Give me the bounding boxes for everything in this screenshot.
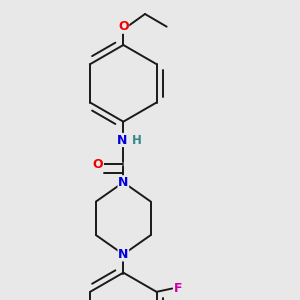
Text: H: H [132, 134, 142, 146]
Text: O: O [118, 20, 129, 33]
Text: N: N [118, 248, 128, 261]
Text: N: N [118, 176, 128, 189]
Text: F: F [174, 282, 182, 295]
Text: O: O [93, 158, 103, 170]
Text: N: N [116, 134, 127, 146]
